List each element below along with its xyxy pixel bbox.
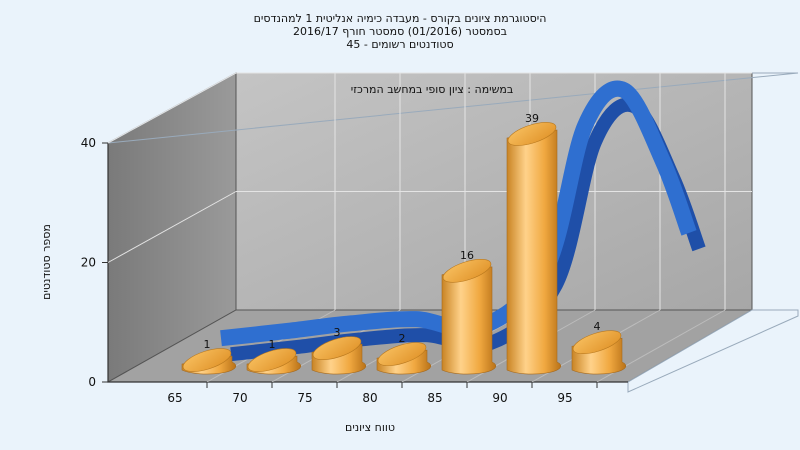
x-tick-label: 90: [492, 391, 507, 405]
bar-cap: [377, 342, 427, 366]
x-tick-label: 80: [362, 391, 377, 405]
bar-value-label: 16: [460, 249, 474, 262]
bar-cap: [572, 330, 622, 355]
bar-cap: [312, 336, 362, 360]
y-tick-label: 20: [81, 256, 96, 270]
chart-subtitle: במשימה : ציון סופי במחשב המרכזי: [351, 83, 514, 96]
bar-cap: [182, 348, 232, 372]
bar-body: [506, 129, 562, 375]
chart-title-line-1: היסטוגרמת ציונים בקורס - מעבדה כימיה אנל…: [254, 12, 547, 25]
bar: 2: [376, 332, 432, 375]
y-tick-label: 0: [88, 375, 96, 389]
bar-value-label: 39: [525, 112, 539, 125]
chart-title-line-2: בסמסטר (01/2016) סמסטר חורף 2016/17: [293, 25, 507, 38]
x-tick-label: 85: [427, 391, 442, 405]
bar: 1: [246, 338, 302, 375]
axis-ticks: 0 20 40 65 70 75 80 85 90 95: [81, 136, 598, 405]
x-tick-label: 65: [167, 391, 182, 405]
bar-value-label: 3: [334, 326, 341, 339]
bar-value-label: 4: [594, 320, 601, 333]
bar: 1: [181, 338, 237, 375]
x-tick-label: 70: [232, 391, 247, 405]
y-tick-label: 40: [81, 136, 96, 150]
chart-title-line-3: סטודנטים רשומים - 45: [346, 38, 453, 51]
bar-value-label: 1: [204, 338, 211, 351]
bars: 1 1 3 2 16 39 4: [181, 112, 627, 375]
x-tick-label: 75: [297, 391, 312, 405]
bar-body: [441, 266, 497, 375]
bar-value-label: 2: [399, 332, 406, 345]
x-tick-label: 95: [557, 391, 572, 405]
right-band: [627, 309, 799, 393]
y-axis-label: מספר סטודנטים: [40, 224, 53, 300]
bar: 16: [441, 249, 497, 375]
bar: 3: [311, 326, 367, 375]
gridline-left: [107, 72, 237, 144]
gridline-left: [107, 191, 237, 263]
bar-value-label: 1: [269, 338, 276, 351]
bar: 4: [571, 320, 627, 375]
x-axis-label: טווח ציונים: [345, 421, 395, 434]
bar-cap: [507, 122, 557, 146]
bar-cap: [442, 258, 492, 283]
bar: 39: [506, 112, 562, 375]
bar-cap: [247, 348, 297, 372]
